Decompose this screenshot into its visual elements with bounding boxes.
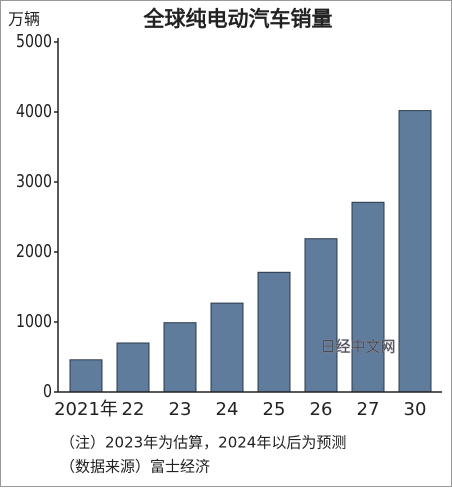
bar — [398, 110, 432, 393]
y-tick-label: 4000 — [16, 101, 52, 122]
y-tick-label: 0 — [43, 381, 52, 402]
chart-title: 全球纯电动汽车销量 — [143, 7, 333, 31]
x-tick-label: 30 — [404, 399, 427, 420]
y-tick-label: 1000 — [16, 311, 52, 332]
x-tick-label: 26 — [310, 399, 333, 420]
x-tick-label: 27 — [357, 399, 380, 420]
bar — [351, 201, 385, 393]
bar — [257, 271, 291, 393]
x-tick-label: 24 — [216, 399, 239, 420]
y-tick-label: 3000 — [16, 171, 52, 192]
x-tick-label: 23 — [169, 399, 192, 420]
y-tick-label: 5000 — [16, 31, 52, 52]
bar — [163, 322, 197, 393]
x-tick-label: 25 — [263, 399, 286, 420]
y-tick-label: 2000 — [16, 241, 52, 262]
bar — [69, 359, 103, 393]
watermark: 日经中文网 — [320, 338, 395, 356]
bar — [210, 302, 244, 393]
note: （数据来源）富士经济 — [60, 458, 210, 476]
x-tick-label: 22 — [122, 399, 145, 420]
bar — [304, 238, 338, 393]
note: （注）2023年为估算，2024年以后为预测 — [60, 434, 346, 452]
y-axis-label: 万辆 — [8, 10, 40, 29]
x-tick-label: 2021年 — [54, 399, 118, 420]
bar — [116, 342, 150, 393]
